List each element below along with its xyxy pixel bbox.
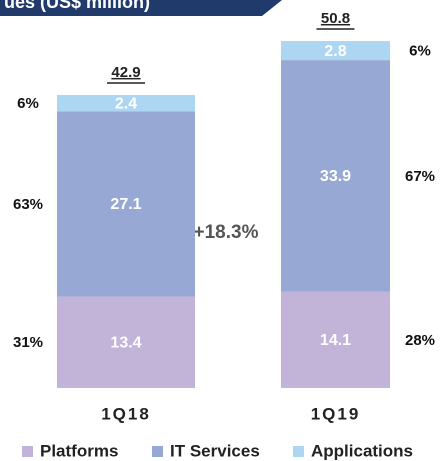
bar-segment xyxy=(281,291,390,388)
share-label: 31% xyxy=(13,334,43,351)
share-label: 63% xyxy=(13,196,43,213)
bar-segment xyxy=(57,296,195,388)
bar-segment xyxy=(281,41,390,61)
legend-label: Platforms xyxy=(40,441,118,460)
bar-segment xyxy=(281,60,390,292)
x-tick-label: 1Q19 xyxy=(311,404,361,423)
share-label: 6% xyxy=(409,43,431,60)
segment-label: 14.1 xyxy=(320,332,351,349)
segment-label: 33.9 xyxy=(320,168,351,185)
total-label: 50.8 xyxy=(321,10,350,27)
x-tick-label: 1Q18 xyxy=(101,404,151,423)
segment-label: 13.4 xyxy=(110,334,141,351)
share-label: 67% xyxy=(405,168,435,185)
total-label: 42.9 xyxy=(111,64,140,81)
title-banner xyxy=(0,0,282,16)
bar-segment xyxy=(57,111,195,297)
growth-annotation: +18.3% xyxy=(194,222,259,243)
legend-swatch xyxy=(293,446,304,457)
chart-title: ues (US$ million) xyxy=(4,0,150,12)
segment-label: 2.4 xyxy=(115,95,137,112)
legend-swatch xyxy=(22,446,33,457)
segment-label: 27.1 xyxy=(110,196,141,213)
share-label: 28% xyxy=(405,332,435,349)
bar-segment xyxy=(57,94,195,112)
segment-label: 2.8 xyxy=(324,43,346,60)
share-label: 6% xyxy=(17,95,39,112)
legend-label: Applications xyxy=(311,441,413,460)
legend-swatch xyxy=(152,446,163,457)
legend-label: IT Services xyxy=(170,441,260,460)
